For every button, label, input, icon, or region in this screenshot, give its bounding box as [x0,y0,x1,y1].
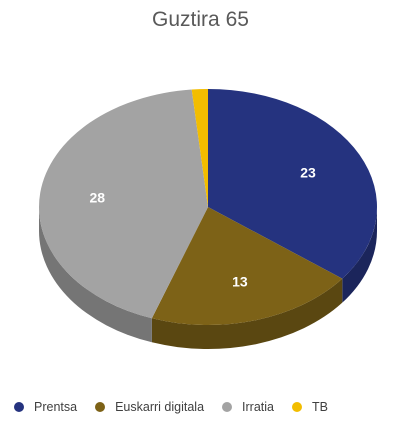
pie-slice-1 [151,207,343,325]
pie-slice-3 [191,89,208,207]
legend-swatch-2 [222,402,233,412]
pie-side-1 [151,278,343,350]
legend-item-1: Euskarri digitala [95,400,204,414]
legend-label-0: Prentsa [34,400,78,414]
pie-side-0 [342,207,377,303]
data-label-1: 13 [232,274,248,290]
legend-label-3: TB [311,400,328,414]
legend-swatch-3 [291,402,302,412]
chart-title: Guztira 65 [152,8,249,31]
legend-label-1: Euskarri digitala [115,400,205,414]
legend-swatch-0 [14,402,24,412]
data-label-0: 23 [300,164,316,180]
legend: Prentsa Euskarri digitala Irratia TB [14,400,328,414]
legend-item-3: TB [291,400,328,414]
legend-label-2: Irratia [242,400,274,414]
pie-side-2 [39,207,152,343]
data-label-2: 28 [89,190,105,206]
legend-item-2: Irratia [222,400,274,414]
pie-slice-2 [38,89,208,319]
pie-slice-0 [208,89,377,279]
legend-item-0: Prentsa [14,400,77,414]
legend-swatch-1 [95,402,106,412]
